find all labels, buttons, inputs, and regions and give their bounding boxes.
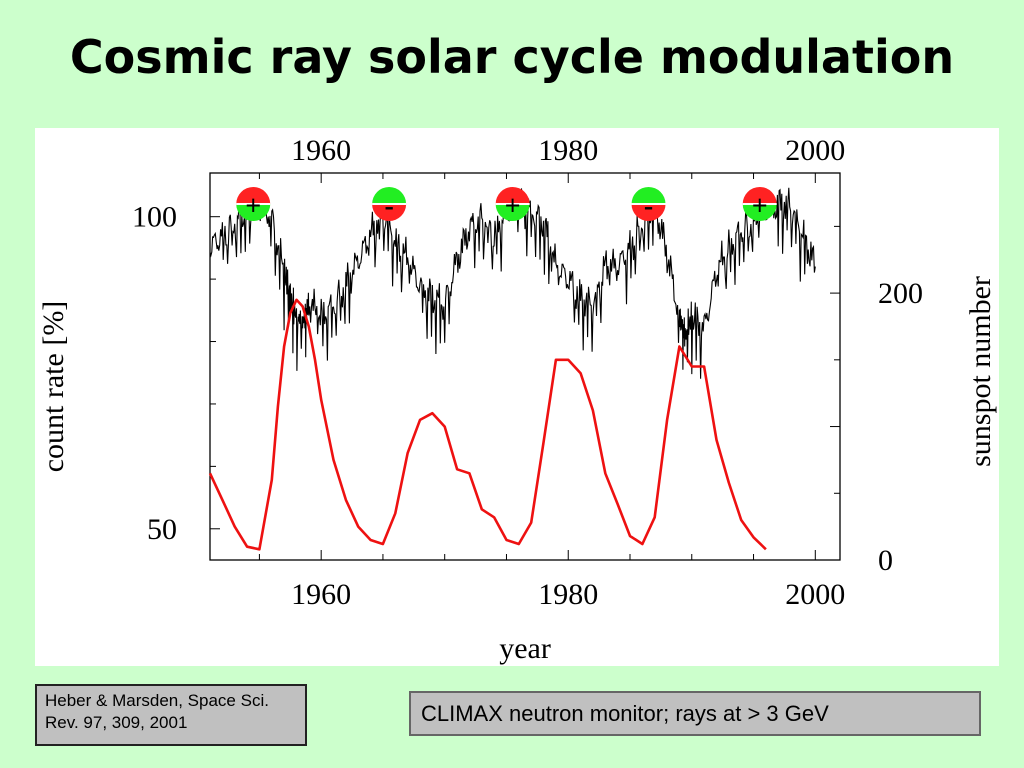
polarity-marker-top xyxy=(495,187,530,204)
reference-box: Heber & Marsden, Space Sci. Rev. 97, 309… xyxy=(35,684,307,746)
polarity-marker-sign: + xyxy=(505,191,521,222)
cosmic-ray-chart: 1960 1960 1980 1980 2000 2000 50 100 0 200 year cou… xyxy=(37,134,997,665)
slide-title: Cosmic ray solar cycle modulation xyxy=(69,30,955,84)
x-tick-label-top: 2000 xyxy=(785,134,845,167)
note-text: CLIMAX neutron monitor; rays at > 3 GeV xyxy=(421,701,829,726)
plot-frame xyxy=(209,172,841,561)
polarity-marker-bottom xyxy=(372,204,407,221)
polarity-marker-top xyxy=(742,187,777,204)
polarity-marker-bottom xyxy=(742,204,777,221)
y-left-tick-label: 50 xyxy=(147,513,177,546)
x-tick-label-top: 1980 xyxy=(538,134,598,167)
polarity-marker-top xyxy=(631,187,666,204)
reference-text: Heber & Marsden, Space Sci. Rev. 97, 309… xyxy=(45,691,269,732)
x-tick-label-bottom: 1980 xyxy=(538,578,598,611)
y-left-tick-label: 100 xyxy=(132,201,177,234)
y-right-tick-label: 200 xyxy=(878,277,923,310)
polarity-marker-bottom xyxy=(631,204,666,221)
y-right-tick-label: 0 xyxy=(878,544,893,577)
polarity-marker-sign: - xyxy=(644,191,653,222)
polarity-marker-sign: + xyxy=(752,191,768,222)
y-left-axis-label: count rate [%] xyxy=(37,301,70,473)
series-sunspot-line xyxy=(208,298,767,551)
polarity-marker-sign: + xyxy=(245,191,261,222)
x-tick-label-top: 1960 xyxy=(291,134,351,167)
polarity-marker-bottom xyxy=(495,204,530,221)
polarity-marker-bottom xyxy=(236,204,271,221)
polarity-marker-sign: - xyxy=(384,191,393,222)
y-right-axis-label: sunspot number xyxy=(964,276,997,467)
chart-panel: 1960 1960 1980 1980 2000 2000 50 100 0 200 year cou… xyxy=(35,128,999,666)
polarity-marker-top xyxy=(372,187,407,204)
polarity-marker-top xyxy=(236,187,271,204)
x-tick-label-bottom: 1960 xyxy=(291,578,351,611)
x-axis-label: year xyxy=(499,632,551,665)
x-tick-label-bottom: 2000 xyxy=(785,578,845,611)
note-box: CLIMAX neutron monitor; rays at > 3 GeV xyxy=(409,691,981,736)
